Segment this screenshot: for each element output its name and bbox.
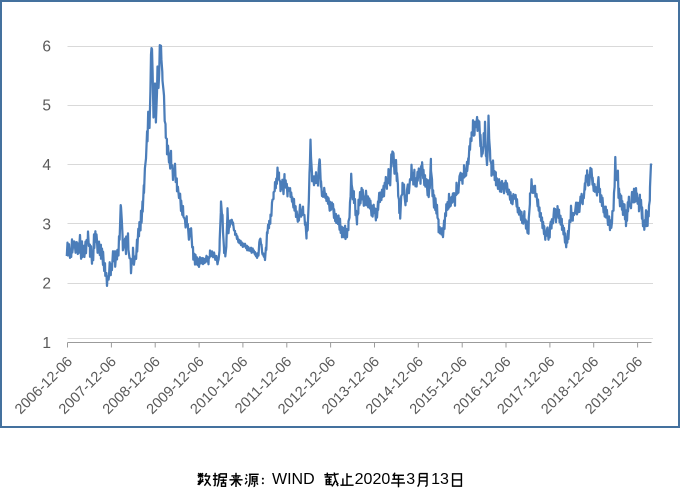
svg-text:3: 3 [42,216,51,233]
svg-text:6: 6 [42,38,51,55]
svg-text:5: 5 [42,98,51,115]
svg-text:4: 4 [42,157,51,174]
svg-text:2: 2 [42,276,51,293]
svg-text:1: 1 [42,335,51,352]
